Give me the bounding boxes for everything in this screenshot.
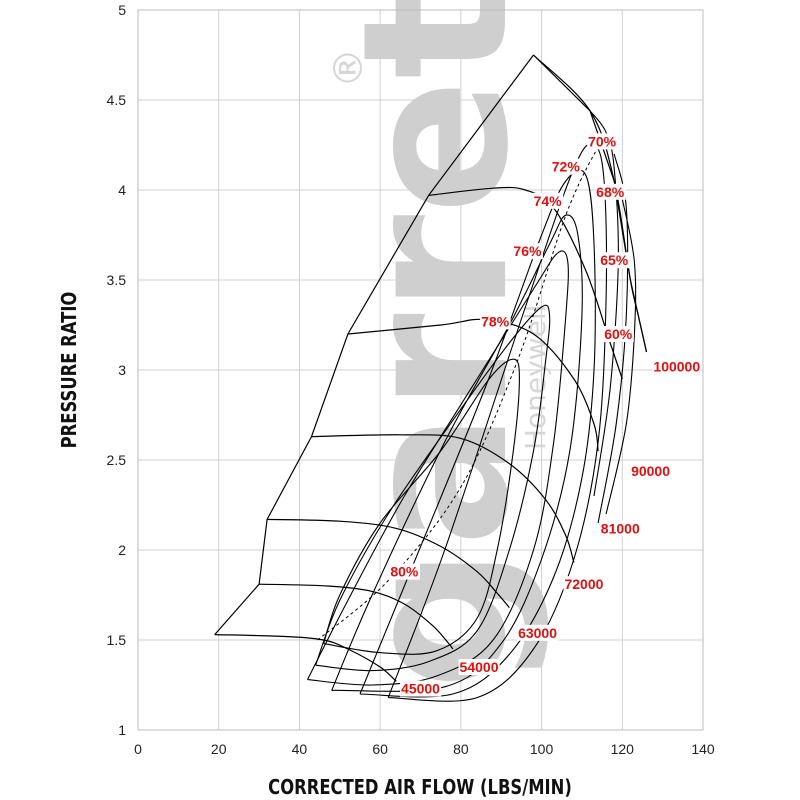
- plot-frame: [137, 9, 704, 731]
- x-axis-title: CORRECTED AIR FLOW (LBS/MIN): [268, 777, 572, 800]
- x-tick-label: 20: [211, 741, 227, 757]
- efficiency-label-background: [512, 243, 544, 260]
- watermark-registered-mark: ®: [326, 48, 372, 88]
- efficiency-island-80pct: [323, 358, 520, 655]
- efficiency-label-background: [550, 158, 582, 175]
- x-tick-label: 100: [530, 741, 554, 757]
- y-tick-label: 4: [118, 182, 126, 198]
- choke-line: [533, 54, 648, 353]
- speed-label: 81000: [601, 520, 640, 536]
- efficiency-label: 68%: [596, 184, 625, 200]
- y-tick-label: 1: [118, 722, 126, 738]
- watermark-subtext: Honeywell: [519, 305, 552, 450]
- efficiency-island-78pct: [315, 304, 551, 672]
- efficiency-island-70pct: [387, 143, 608, 702]
- efficiency-label-background: [480, 313, 511, 330]
- speed-label: 54000: [460, 659, 499, 675]
- efficiency-label: 60%: [604, 326, 633, 342]
- watermark-logo-text: garrett: [320, 0, 553, 690]
- speed-line-81000: [347, 318, 599, 452]
- speed-label: 72000: [564, 576, 603, 592]
- speed-line-45000: [214, 634, 397, 682]
- efficiency-label: 74%: [534, 193, 563, 209]
- speed-label: 63000: [518, 625, 557, 641]
- efficiency-label: 72%: [552, 159, 581, 175]
- efficiency-label-background: [587, 133, 618, 150]
- speed-label-background: [400, 680, 442, 697]
- speed-line-54000: [259, 583, 454, 650]
- max-efficiency-dashed-line: [317, 135, 607, 641]
- x-tick-label: 120: [611, 741, 635, 757]
- speed-label-background: [652, 358, 702, 375]
- garrett-watermark: garrett ® Honeywell: [320, 0, 553, 690]
- efficiency-label-background: [389, 563, 420, 580]
- efficiency-label-background: [532, 192, 564, 209]
- efficiency-label-background: [595, 183, 626, 200]
- axes: 0 20 40 60 80 100 120 140 1 1.5 2 2.5 3 3.5 4 4.5 5: [107, 2, 715, 757]
- speed-label-background: [517, 624, 559, 641]
- x-tick-label: 60: [372, 741, 388, 757]
- x-tick-label: 140: [691, 741, 715, 757]
- chart-labels: 70% 72% 68% 74% 76% 65% 78% 60% 80% 100000 90000 81…: [389, 133, 702, 697]
- efficiency-label: 76%: [513, 243, 542, 259]
- efficiency-island-68pct: [589, 110, 619, 497]
- y-tick-label: 2.5: [107, 452, 127, 468]
- y-axis-title: PRESSURE RATIO: [59, 292, 82, 449]
- y-tick-label: 5: [118, 2, 126, 18]
- y-tick-label: 1.5: [107, 632, 127, 648]
- y-tick-label: 3: [118, 362, 126, 378]
- speed-label-background: [630, 462, 672, 479]
- efficiency-label: 65%: [600, 252, 629, 268]
- speed-line-72000: [311, 434, 575, 563]
- speed-label: 100000: [653, 358, 700, 374]
- efficiency-label: 78%: [481, 313, 510, 329]
- efficiency-label: 70%: [588, 133, 617, 149]
- speed-label: 90000: [631, 463, 670, 479]
- speed-line-63000: [267, 518, 510, 608]
- efficiency-island-60pct: [605, 198, 637, 515]
- surge-line: [214, 54, 534, 635]
- x-tick-label: 40: [292, 741, 308, 757]
- efficiency-island-65pct: [597, 153, 629, 524]
- y-tick-label: 4.5: [107, 92, 127, 108]
- speed-label-background: [458, 659, 500, 675]
- speed-label-background: [599, 520, 641, 537]
- speed-label: 45000: [401, 681, 440, 697]
- x-tick-label: 0: [134, 741, 142, 757]
- efficiency-label: 80%: [390, 564, 419, 580]
- speed-label-background: [563, 576, 605, 593]
- y-tick-label: 2: [118, 542, 126, 558]
- efficiency-island-74pct: [331, 214, 583, 692]
- y-tick-label: 3.5: [107, 272, 127, 288]
- efficiency-label-background: [599, 252, 630, 269]
- efficiency-islands: [307, 110, 637, 702]
- x-tick-label: 80: [453, 741, 469, 757]
- efficiency-label-background: [603, 326, 634, 342]
- efficiency-island-72pct: [359, 169, 596, 698]
- efficiency-island-76pct: [307, 250, 569, 686]
